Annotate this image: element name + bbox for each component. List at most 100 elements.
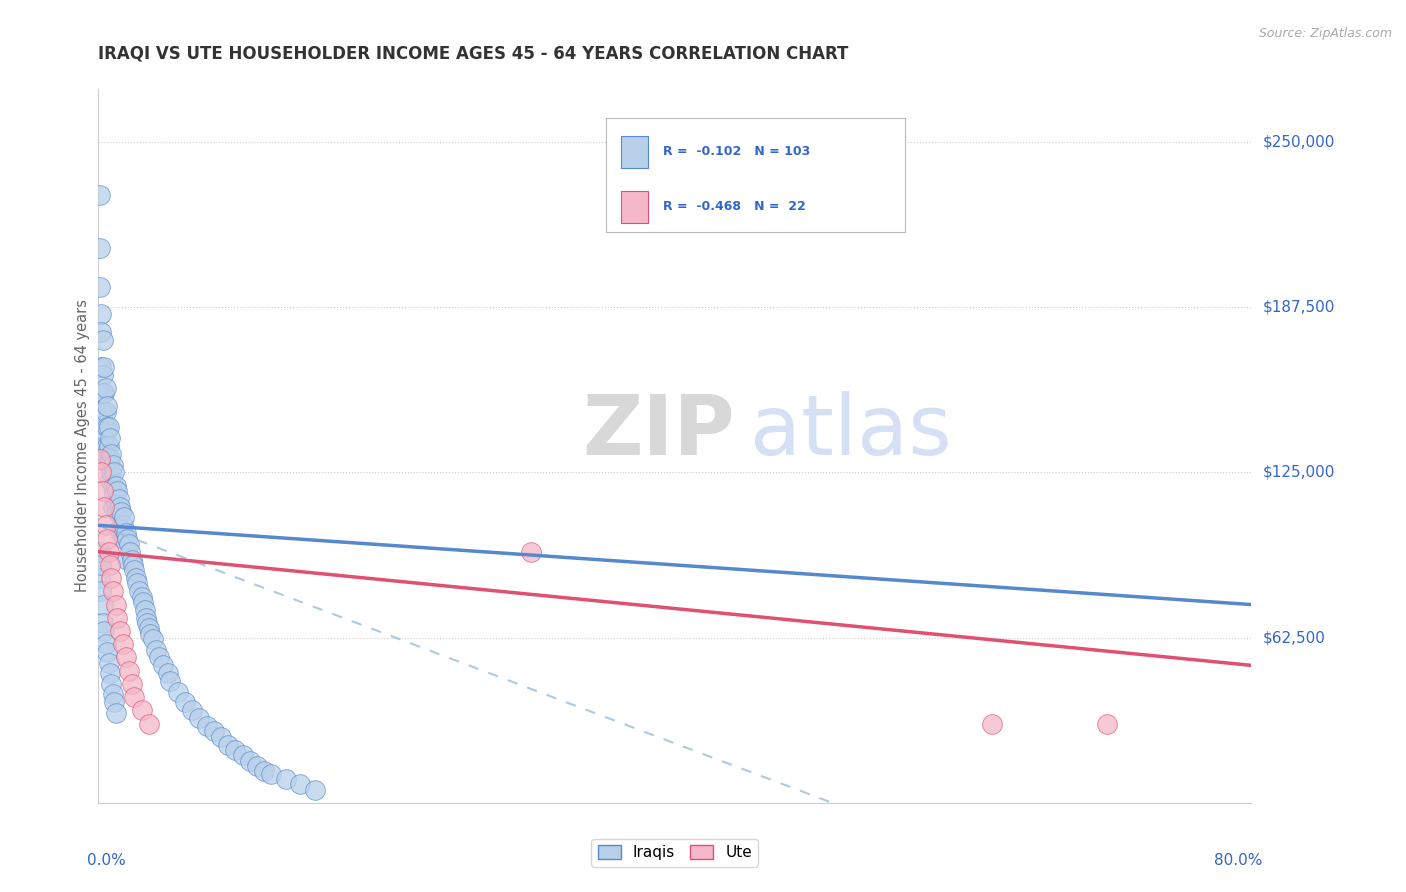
Point <box>90 326 112 340</box>
Point <box>91 616 114 631</box>
Point <box>520 545 543 559</box>
Point <box>112 510 135 524</box>
Point <box>156 666 179 681</box>
Point <box>217 738 239 752</box>
Point <box>111 518 134 533</box>
Point <box>93 500 115 514</box>
Point <box>181 703 204 717</box>
Point <box>96 439 118 453</box>
Point <box>1097 716 1119 731</box>
Point <box>108 624 131 638</box>
Point <box>101 500 124 514</box>
Point <box>96 532 118 546</box>
Point <box>98 558 121 572</box>
Point <box>105 611 128 625</box>
Point <box>121 552 143 566</box>
Point <box>145 642 167 657</box>
Point <box>152 658 174 673</box>
Point <box>195 719 218 733</box>
Point <box>98 431 121 445</box>
Point <box>97 439 120 453</box>
Point <box>224 743 246 757</box>
Point <box>100 466 122 480</box>
Point <box>93 359 115 374</box>
Point <box>202 724 225 739</box>
Point <box>90 307 112 321</box>
Point <box>89 280 111 294</box>
Point <box>148 650 170 665</box>
Point <box>135 611 157 625</box>
Point <box>90 386 112 401</box>
Point <box>89 571 111 585</box>
Point <box>91 404 114 418</box>
Point <box>188 711 211 725</box>
Point <box>101 478 124 492</box>
Point <box>89 545 111 559</box>
Point <box>274 772 297 786</box>
Point <box>132 595 155 609</box>
Point <box>91 333 114 347</box>
Point <box>118 664 141 678</box>
Point <box>89 188 111 202</box>
Point <box>104 598 127 612</box>
Point <box>93 386 115 401</box>
Point <box>110 526 132 541</box>
Point <box>90 412 112 426</box>
Point <box>260 766 283 780</box>
Text: $250,000: $250,000 <box>1263 135 1334 150</box>
Point <box>89 452 111 467</box>
Point <box>136 616 159 631</box>
Point <box>108 500 131 514</box>
Point <box>304 782 326 797</box>
Point <box>138 716 160 731</box>
Point <box>117 552 138 566</box>
Point <box>104 706 127 720</box>
Point <box>209 730 232 744</box>
Point <box>114 526 136 541</box>
Point <box>98 666 121 681</box>
Point <box>100 677 122 691</box>
Point <box>91 483 114 498</box>
Point <box>110 505 132 519</box>
Point <box>97 458 120 472</box>
Point <box>97 420 120 434</box>
Point <box>94 637 117 651</box>
Point <box>121 677 143 691</box>
Point <box>96 645 118 659</box>
Text: 80.0%: 80.0% <box>1215 853 1263 868</box>
Point <box>105 483 128 498</box>
Point <box>90 359 112 374</box>
Point <box>120 545 142 559</box>
Point <box>100 447 122 461</box>
Text: ZIP: ZIP <box>582 392 735 472</box>
Point <box>125 571 148 585</box>
Point <box>127 576 149 591</box>
Point <box>124 563 146 577</box>
Point <box>91 386 114 401</box>
Text: 0.0%: 0.0% <box>87 853 125 868</box>
Point <box>131 590 153 604</box>
Point <box>231 748 254 763</box>
Point <box>142 632 165 646</box>
Point <box>89 241 111 255</box>
Point <box>94 404 117 418</box>
Point <box>124 690 146 704</box>
Point <box>166 685 188 699</box>
Point <box>94 381 117 395</box>
Point <box>94 425 117 440</box>
Point <box>114 650 136 665</box>
Point <box>93 439 115 453</box>
Point <box>108 521 131 535</box>
Point <box>90 558 112 572</box>
Point <box>103 695 125 709</box>
Point <box>103 466 125 480</box>
Point <box>90 584 112 599</box>
Text: $62,500: $62,500 <box>1263 630 1326 645</box>
Point <box>107 491 129 506</box>
Text: $187,500: $187,500 <box>1263 300 1334 315</box>
Point <box>138 621 160 635</box>
Point <box>101 584 124 599</box>
Point <box>98 474 121 488</box>
Point <box>159 674 181 689</box>
Point <box>112 532 135 546</box>
